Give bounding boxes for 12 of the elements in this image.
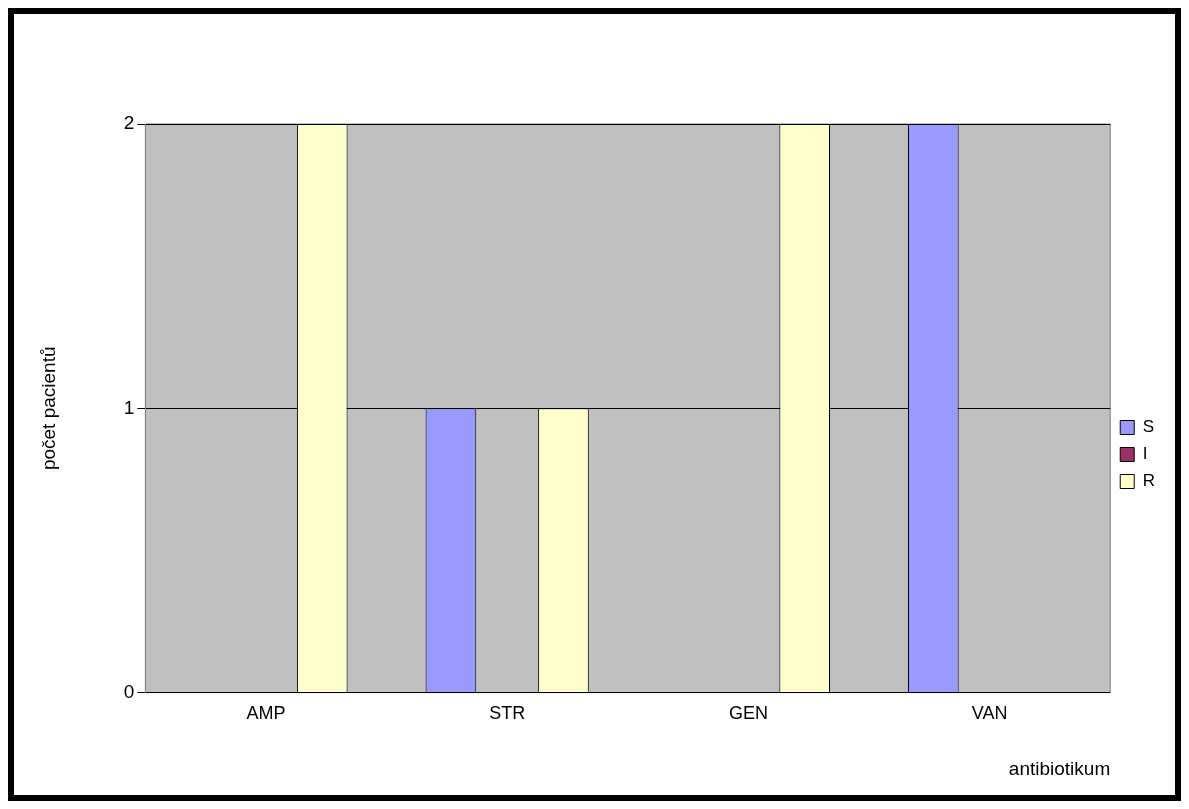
y-axis-title: počet pacientů <box>37 346 59 471</box>
y-tick-label: 0 <box>123 680 135 702</box>
y-tick-label: 2 <box>123 112 135 134</box>
legend-label: R <box>1142 471 1155 491</box>
legend-label: S <box>1142 417 1155 437</box>
x-tick-label: AMP <box>246 703 286 724</box>
y-tick-label: 1 <box>123 396 135 418</box>
legend-label: I <box>1142 444 1148 464</box>
x-axis-title: antibiotikum <box>1008 757 1111 779</box>
x-tick-label: VAN <box>971 703 1008 724</box>
x-tick-label: STR <box>489 703 526 724</box>
x-tick-label: GEN <box>728 703 768 724</box>
